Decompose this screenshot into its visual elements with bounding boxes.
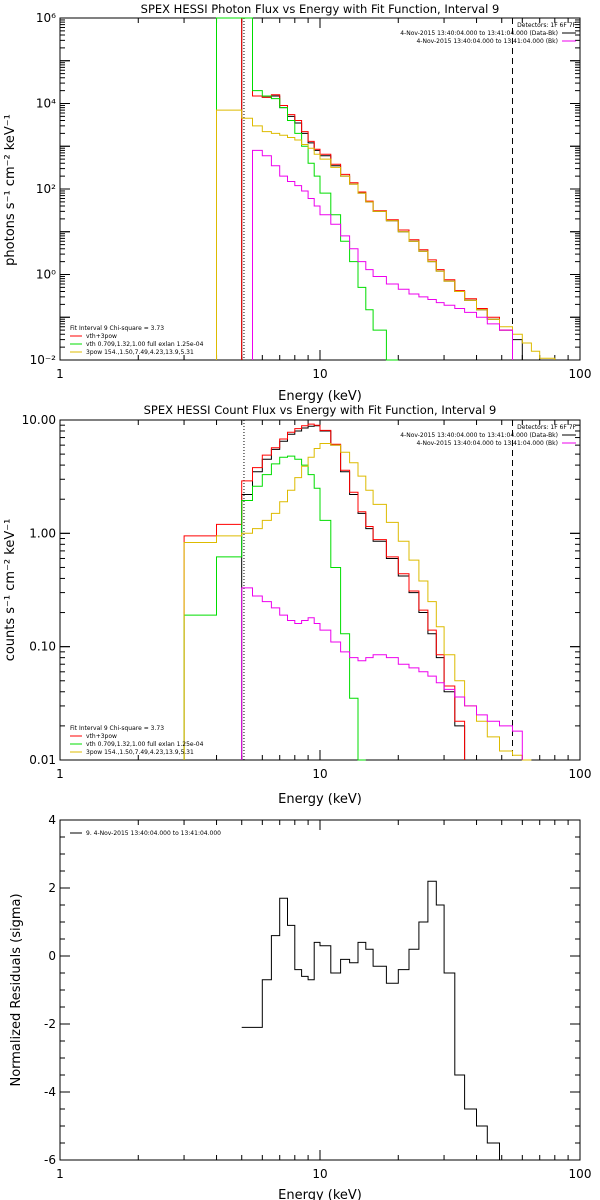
y-tick-label: 0.01 <box>29 753 56 767</box>
x-tick-label: 1 <box>56 367 64 381</box>
series-bk <box>241 587 523 760</box>
y-tick-label: 10² <box>36 182 56 196</box>
fit-header-label: Fit Interval 9 Chi-square = 3.73 <box>70 725 164 732</box>
y-tick-label: -2 <box>44 1017 56 1031</box>
y-tick-label: 0 <box>48 949 56 963</box>
series-vth <box>216 17 399 361</box>
count-flux-ylabel: counts s⁻¹ cm⁻² keV⁻¹ <box>3 519 18 662</box>
series-vth-3pow <box>241 17 513 360</box>
y-tick-label: 10.00 <box>22 413 56 427</box>
detectors-label: Detectors: 1F 6F 7F <box>517 22 576 29</box>
fit-legend-entry: vth 0.709,1.32,1.00 full exlan 1.25e-04 <box>86 341 204 348</box>
count-flux-panel: SPEX HESSI Count Flux vs Energy with Fit… <box>3 403 591 807</box>
detectors-label: Detectors: 1F 6F 7F <box>517 424 576 431</box>
y-tick-label: 10⁴ <box>36 97 56 111</box>
time-legend-entry: 4-Nov-2015 13:40:04.000 to 13:41:04.000 … <box>416 38 558 45</box>
x-tick-label: 1 <box>56 1167 64 1181</box>
residuals-frame <box>59 819 581 1161</box>
photon-flux-plot: 1 10 100 10⁻² 10⁰ 10² 10⁴ 10⁶ Detectors: 1F 6F 7… <box>30 11 592 381</box>
y-tick-label: 10⁻² <box>30 353 57 367</box>
count-flux-plot: 1 10 100 0.01 0.10 1.00 10.00 Detectors: 1F 6F … <box>22 413 592 781</box>
count-flux-xlabel: Energy (keV) <box>278 792 362 807</box>
y-tick-label: 0.10 <box>29 640 56 654</box>
fit-legend-entry: 3pow 154.,1.50,7.49,4.23,13.9,5.31 <box>86 349 194 356</box>
residuals-panel: 1 10 100 -6 -4 -2 0 2 4 9. 4-Nov-2015 13:40:04.00… <box>9 813 591 1200</box>
series-residuals <box>241 880 513 1161</box>
x-tick-label: 100 <box>569 1167 592 1181</box>
series-bk <box>252 149 513 360</box>
residuals-xlabel: Energy (keV) <box>278 1188 362 1200</box>
series-vth <box>183 455 366 761</box>
x-tick-label: 10 <box>312 367 327 381</box>
count-flux-frame <box>59 419 581 761</box>
residuals-plot: 1 10 100 -6 -4 -2 0 2 4 9. 4-Nov-2015 13:40:04.00… <box>44 813 591 1181</box>
fit-legend-entry: vth 0.709,1.32,1.00 full exlan 1.25e-04 <box>86 741 204 748</box>
y-tick-label: -6 <box>44 1153 56 1167</box>
x-tick-label: 100 <box>569 367 592 381</box>
residuals-ylabel: Normalized Residuals (sigma) <box>9 893 24 1086</box>
photon-flux-title: SPEX HESSI Photon Flux vs Energy with Fi… <box>141 2 500 16</box>
photon-flux-xlabel: Energy (keV) <box>278 389 362 404</box>
residual-legend-entry: 9. 4-Nov-2015 13:40:04.000 to 13:41:04.0… <box>86 830 221 837</box>
fit-legend-entry: vth+3pow <box>86 733 117 740</box>
fit-legend-entry: 3pow 154.,1.50,7.49,4.23,13.9,5.31 <box>86 749 194 756</box>
time-legend-entry: 4-Nov-2015 13:40:04.000 to 13:41:04.000 … <box>400 30 558 37</box>
fit-legend-entry: vth+3pow <box>86 333 117 340</box>
fit-header-label: Fit Interval 9 Chi-square = 3.73 <box>70 325 164 332</box>
photon-flux-panel: SPEX HESSI Photon Flux vs Energy with Fi… <box>3 2 591 404</box>
y-tick-label: 10⁶ <box>36 11 56 25</box>
y-tick-label: 1.00 <box>29 526 56 540</box>
time-legend-entry: 4-Nov-2015 13:40:04.000 to 13:41:04.000 … <box>416 440 558 447</box>
series-3pow <box>216 109 556 360</box>
photon-flux-ylabel: photons s⁻¹ cm⁻² keV⁻¹ <box>3 114 18 266</box>
y-tick-label: 10⁰ <box>36 268 56 282</box>
y-tick-label: -4 <box>44 1085 56 1099</box>
x-tick-label: 10 <box>312 1167 327 1181</box>
series-vth-3pow <box>183 423 466 760</box>
x-tick-label: 1 <box>56 767 64 781</box>
time-legend-entry: 4-Nov-2015 13:40:04.000 to 13:41:04.000 … <box>400 432 558 439</box>
x-tick-label: 100 <box>569 767 592 781</box>
count-flux-title: SPEX HESSI Count Flux vs Energy with Fit… <box>144 403 497 417</box>
x-tick-label: 10 <box>312 767 327 781</box>
y-tick-label: 2 <box>48 881 56 895</box>
y-tick-label: 4 <box>48 813 56 827</box>
